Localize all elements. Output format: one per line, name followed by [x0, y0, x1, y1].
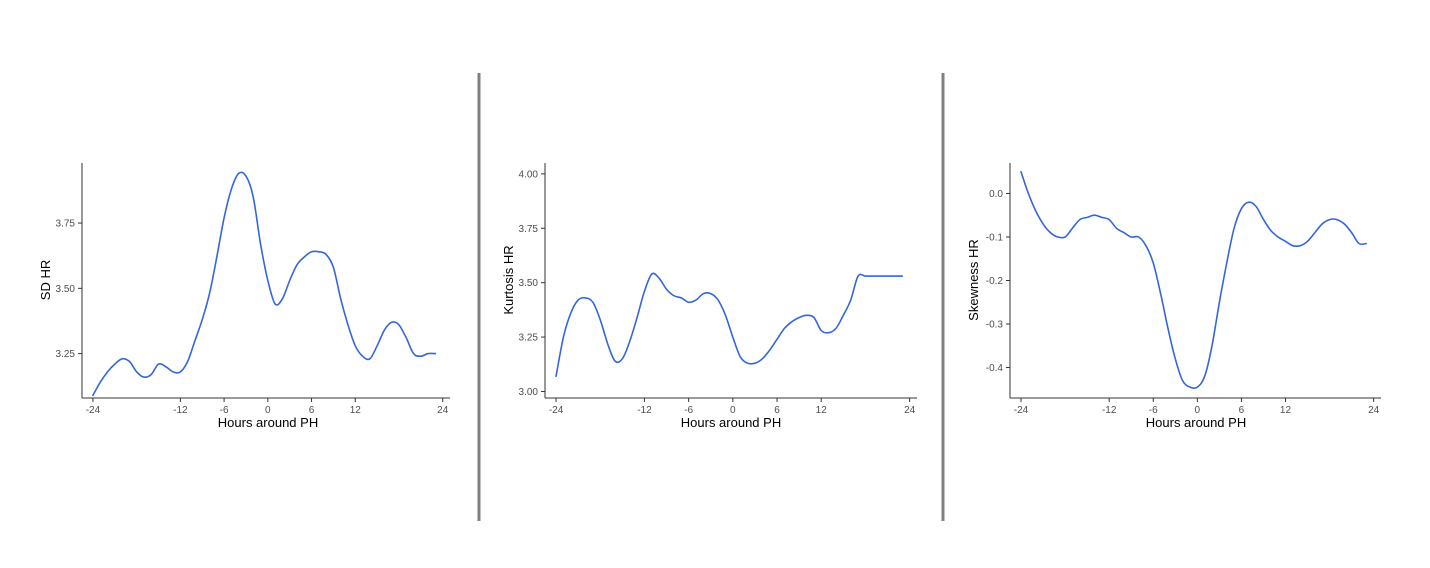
skewness-hr-panel: Hours around PH Skewness HR -24 -12 -6 0 6 12… — [966, 163, 1381, 430]
x-tick-label: -6 — [220, 405, 229, 416]
y-tick-label: 0.0 — [989, 189, 1003, 200]
x-axis-title: Hours around PH — [1146, 415, 1246, 430]
y-tick-label: -0.2 — [986, 276, 1004, 287]
y-tick-label: -0.4 — [986, 363, 1004, 374]
sd-hr-panel: Hours around PH SD HR -24 -12 -6 0 6 12 24 3.25… — [38, 163, 450, 430]
x-tick-label: 6 — [774, 405, 780, 416]
x-tick-label: -24 — [549, 405, 564, 416]
x-tick-label: -6 — [1149, 405, 1158, 416]
y-tick-label: 3.75 — [519, 224, 539, 235]
x-tick-label: 6 — [309, 405, 315, 416]
y-axis-title: SD HR — [38, 260, 53, 300]
x-tick-label: -24 — [86, 405, 101, 416]
kurtosis-hr-panel: Hours around PH Kurtosis HR -24 -12 -6 0 6 12… — [501, 163, 917, 430]
x-tick-label: 6 — [1239, 405, 1245, 416]
x-tick-label: 0 — [265, 405, 271, 416]
series-line — [555, 272, 904, 377]
y-tick-label: 3.00 — [519, 387, 539, 398]
x-tick-label: -6 — [684, 405, 693, 416]
x-tick-label: 12 — [1280, 405, 1292, 416]
x-axis-title: Hours around PH — [218, 415, 318, 430]
x-tick-label: 0 — [730, 405, 736, 416]
y-tick-label: 3.25 — [56, 349, 76, 360]
x-tick-label: 12 — [350, 405, 362, 416]
y-tick-label: 4.00 — [519, 169, 539, 180]
x-tick-label: 0 — [1195, 405, 1201, 416]
x-tick-label: 12 — [816, 405, 828, 416]
series-line — [1020, 170, 1368, 389]
x-tick-label: -12 — [173, 405, 188, 416]
x-tick-label: -12 — [1102, 405, 1117, 416]
series-line — [92, 171, 437, 397]
y-tick-label: 3.75 — [56, 219, 76, 230]
x-tick-label: -12 — [637, 405, 652, 416]
y-axis-title: Skewness HR — [966, 239, 981, 321]
y-tick-label: 3.50 — [519, 278, 539, 289]
x-tick-label: -24 — [1014, 405, 1029, 416]
x-tick-label: 24 — [437, 405, 449, 416]
x-axis-title: Hours around PH — [681, 415, 781, 430]
x-tick-label: 24 — [1368, 405, 1380, 416]
y-axis-title: Kurtosis HR — [501, 245, 516, 314]
y-tick-label: -0.1 — [986, 232, 1004, 243]
y-tick-label: 3.25 — [519, 333, 539, 344]
y-tick-label: -0.3 — [986, 320, 1004, 331]
y-tick-label: 3.50 — [56, 284, 76, 295]
x-tick-label: 24 — [904, 405, 916, 416]
